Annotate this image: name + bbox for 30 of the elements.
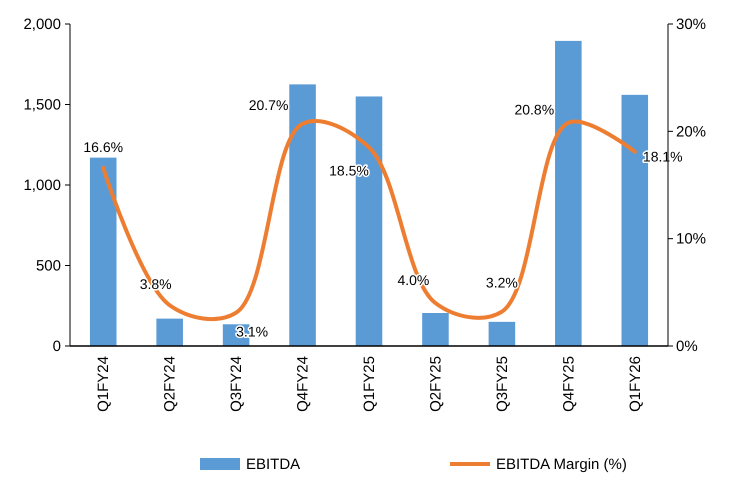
legend-label: EBITDA Margin (%) — [496, 456, 627, 473]
x-tick-label: Q1FY24 — [95, 356, 112, 412]
x-tick-label: Q1FY26 — [626, 356, 644, 412]
data-label: 20.8% — [514, 102, 554, 118]
bar — [289, 84, 316, 346]
y-tick-label: 1,000 — [23, 177, 61, 194]
x-tick-label: Q4FY24 — [294, 356, 312, 412]
bar — [488, 322, 516, 346]
bar — [422, 312, 449, 346]
x-tick-label: Q2FY24 — [162, 356, 179, 412]
x-tick-label: Q2FY25 — [427, 356, 444, 412]
y-tick-label: 2,000 — [23, 16, 61, 33]
x-tick-label: Q3FY24 — [228, 356, 246, 412]
data-label: 16.6% — [83, 138, 124, 155]
y2-tick-label: 10% — [676, 230, 706, 248]
x-tick-label: Q3FY25 — [494, 356, 511, 412]
bar — [156, 318, 183, 346]
y-tick-label: 1,500 — [23, 96, 61, 114]
y2-tick-label: 30% — [676, 16, 706, 33]
data-label: 3.2% — [486, 274, 518, 291]
data-label: 20.7% — [248, 96, 288, 113]
bar — [555, 40, 582, 346]
legend-label: EBITDA — [246, 456, 300, 473]
x-tick-label: Q4FY25 — [560, 356, 578, 412]
y-tick-label: 500 — [36, 258, 61, 274]
bar — [90, 158, 117, 346]
y2-tick-label: 0% — [676, 338, 698, 355]
y-tick-label: 0 — [52, 338, 61, 355]
y2-tick-label: 20% — [676, 123, 706, 140]
x-tick-label: Q1FY25 — [361, 356, 378, 412]
